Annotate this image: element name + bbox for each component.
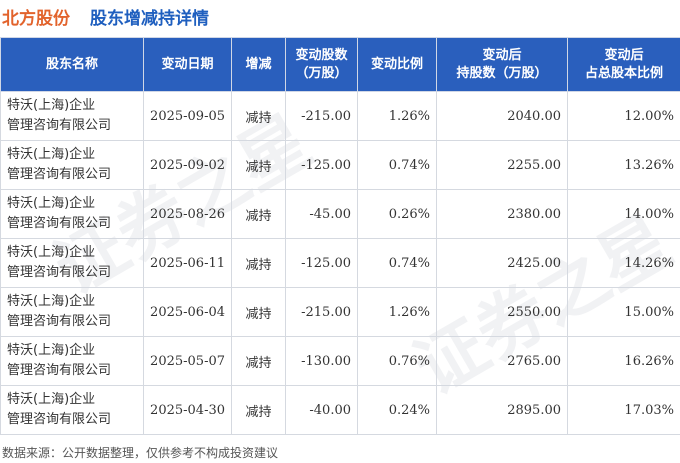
- cell-shares-after: 2895.00: [436, 385, 568, 435]
- table-row: 特沃(上海)企业 管理咨询有限公司 2025-05-07 减持 -130.00 0.76…: [0, 336, 680, 386]
- cell-change-ratio: 1.26%: [357, 91, 437, 141]
- header-direction: 增减: [231, 37, 286, 92]
- table-row: 特沃(上海)企业 管理咨询有限公司 2025-06-11 减持 -125.00 0.74…: [0, 238, 680, 288]
- cell-direction: 减持: [231, 287, 286, 337]
- cell-change-date: 2025-09-05: [143, 91, 232, 141]
- header-change-ratio: 变动比例: [357, 37, 437, 92]
- cell-change-ratio: 0.26%: [357, 189, 437, 239]
- cell-change-shares: -125.00: [285, 140, 358, 190]
- cell-change-date: 2025-04-30: [143, 385, 232, 435]
- cell-shareholder-name: 特沃(上海)企业 管理咨询有限公司: [0, 385, 144, 435]
- cell-pct-after: 12.00%: [567, 91, 680, 141]
- header-change-date: 变动日期: [143, 37, 232, 92]
- table-row: 特沃(上海)企业 管理咨询有限公司 2025-06-04 减持 -215.00 1.26…: [0, 287, 680, 337]
- cell-change-date: 2025-05-07: [143, 336, 232, 386]
- cell-pct-after: 16.26%: [567, 336, 680, 386]
- cell-change-shares: -40.00: [285, 385, 358, 435]
- cell-direction: 减持: [231, 385, 286, 435]
- cell-shares-after: 2255.00: [436, 140, 568, 190]
- cell-direction: 减持: [231, 189, 286, 239]
- cell-change-date: 2025-06-11: [143, 238, 232, 288]
- cell-direction: 减持: [231, 336, 286, 386]
- cell-change-ratio: 1.26%: [357, 287, 437, 337]
- cell-shareholder-name: 特沃(上海)企业 管理咨询有限公司: [0, 238, 144, 288]
- cell-change-shares: -125.00: [285, 238, 358, 288]
- cell-change-shares: -215.00: [285, 91, 358, 141]
- cell-shareholder-name: 特沃(上海)企业 管理咨询有限公司: [0, 336, 144, 386]
- cell-change-shares: -45.00: [285, 189, 358, 239]
- header-shareholder-name: 股东名称: [0, 37, 144, 92]
- cell-shares-after: 2040.00: [436, 91, 568, 141]
- cell-change-shares: -215.00: [285, 287, 358, 337]
- cell-shares-after: 2380.00: [436, 189, 568, 239]
- cell-shares-after: 2550.00: [436, 287, 568, 337]
- company-title: 北方股份: [2, 9, 70, 29]
- table-row: 特沃(上海)企业 管理咨询有限公司 2025-08-26 减持 -45.00 0.26%…: [0, 189, 680, 239]
- cell-shareholder-name: 特沃(上海)企业 管理咨询有限公司: [0, 189, 144, 239]
- cell-change-date: 2025-06-04: [143, 287, 232, 337]
- title-bar: 北方股份 股东增减持详情: [0, 0, 680, 32]
- cell-pct-after: 14.00%: [567, 189, 680, 239]
- cell-change-ratio: 0.24%: [357, 385, 437, 435]
- header-pct-after: 变动后 占总股本比例: [567, 37, 680, 92]
- cell-change-date: 2025-09-02: [143, 140, 232, 190]
- cell-direction: 减持: [231, 91, 286, 141]
- table-row: 特沃(上海)企业 管理咨询有限公司 2025-04-30 减持 -40.00 0.24%…: [0, 385, 680, 435]
- header-change-shares: 变动股数 （万股）: [285, 37, 358, 92]
- table-header-row: 股东名称 变动日期 增减 变动股数 （万股） 变动比例 变动后 持股数（万股） …: [0, 37, 680, 92]
- cell-direction: 减持: [231, 238, 286, 288]
- cell-shareholder-name: 特沃(上海)企业 管理咨询有限公司: [0, 91, 144, 141]
- cell-direction: 减持: [231, 140, 286, 190]
- header-shares-after: 变动后 持股数（万股）: [436, 37, 568, 92]
- cell-shareholder-name: 特沃(上海)企业 管理咨询有限公司: [0, 140, 144, 190]
- cell-shares-after: 2425.00: [436, 238, 568, 288]
- cell-change-shares: -130.00: [285, 336, 358, 386]
- page-subtitle: 股东增减持详情: [90, 9, 209, 29]
- data-source-footer: 数据来源：公开数据整理，仅供参考不构成投资建议: [2, 446, 279, 460]
- table-row: 特沃(上海)企业 管理咨询有限公司 2025-09-05 减持 -215.00 1.26…: [0, 91, 680, 141]
- cell-pct-after: 15.00%: [567, 287, 680, 337]
- cell-pct-after: 13.26%: [567, 140, 680, 190]
- cell-change-ratio: 0.74%: [357, 140, 437, 190]
- cell-change-ratio: 0.74%: [357, 238, 437, 288]
- cell-pct-after: 17.03%: [567, 385, 680, 435]
- cell-shareholder-name: 特沃(上海)企业 管理咨询有限公司: [0, 287, 144, 337]
- cell-pct-after: 14.26%: [567, 238, 680, 288]
- cell-change-ratio: 0.76%: [357, 336, 437, 386]
- table-row: 特沃(上海)企业 管理咨询有限公司 2025-09-02 减持 -125.00 0.74…: [0, 140, 680, 190]
- shareholder-change-table: 股东名称 变动日期 增减 变动股数 （万股） 变动比例 变动后 持股数（万股） …: [0, 37, 680, 435]
- cell-shares-after: 2765.00: [436, 336, 568, 386]
- cell-change-date: 2025-08-26: [143, 189, 232, 239]
